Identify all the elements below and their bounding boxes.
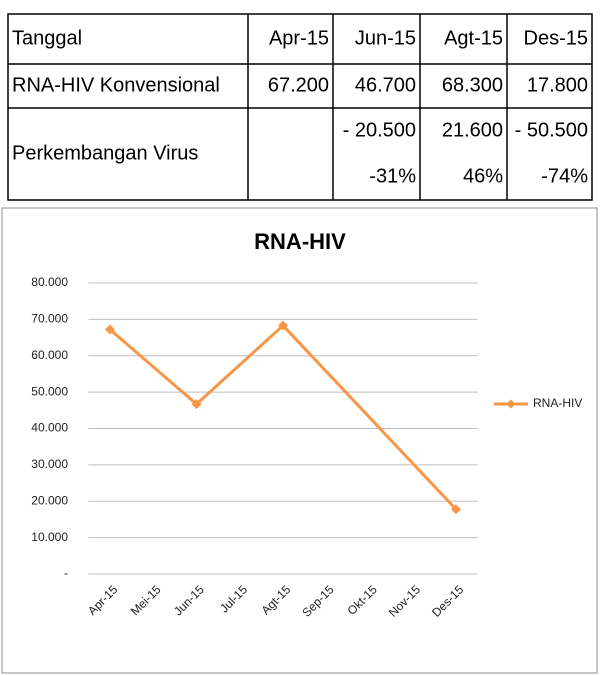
y-tick-label: 30.000 (31, 457, 68, 471)
y-tick-label: 60.000 (31, 348, 68, 362)
table-cell: 46% (463, 165, 503, 187)
table-cell: -74% (541, 165, 588, 187)
y-tick-label: 40.000 (31, 421, 68, 435)
marker (105, 324, 116, 335)
marker (191, 399, 202, 410)
table-borders (7, 13, 593, 201)
table-cell: 21.600 (442, 119, 503, 141)
table-cell: Tanggal (12, 27, 82, 49)
marker (450, 504, 461, 515)
table-cell: 68.300 (442, 74, 503, 96)
table-cell: 17.800 (527, 74, 588, 96)
line (109, 324, 458, 511)
y-tick-label: - (64, 566, 68, 580)
table-cell: Des-15 (524, 27, 588, 49)
y-tick-label: 20.000 (31, 493, 68, 507)
table-cell: RNA-HIV Konvensional (12, 74, 220, 96)
table-cell: 46.700 (355, 74, 416, 96)
chart-frame (1, 207, 598, 674)
marker (278, 320, 288, 331)
legend-label: RNA-HIV (533, 396, 582, 410)
table-cell: 67.200 (268, 74, 329, 96)
table-cell: Agt-15 (444, 27, 503, 49)
y-tick-label: 70.000 (31, 312, 68, 326)
y-tick-label: 80.000 (31, 275, 68, 289)
table-cell: - 50.500 (515, 119, 588, 141)
table-cell: -31% (369, 165, 416, 187)
table-cell: Jun-15 (355, 27, 416, 49)
chart-title: RNA-HIV (254, 229, 346, 254)
table-cell: Perkembangan Virus (12, 142, 198, 164)
table-cell: Apr-15 (269, 27, 329, 49)
y-tick-label: 50.000 (31, 384, 68, 398)
legend-marker (506, 399, 516, 409)
y-tick-label: 10.000 (31, 530, 68, 544)
table-cell: - 20.500 (343, 119, 416, 141)
